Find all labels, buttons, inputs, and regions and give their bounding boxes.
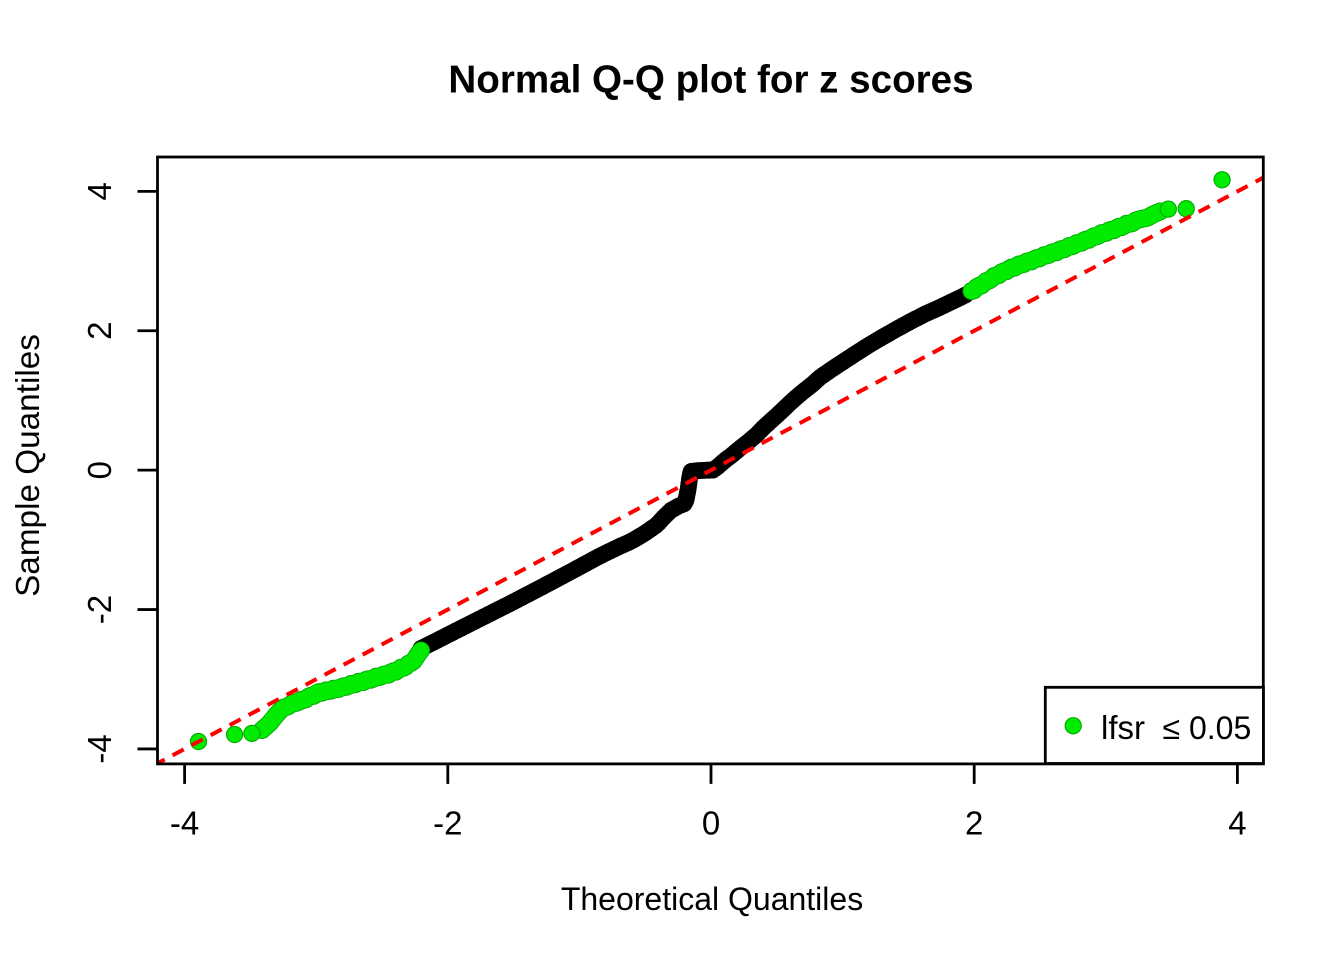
svg-text:4: 4 (81, 182, 118, 200)
svg-text:4: 4 (1228, 805, 1246, 842)
svg-text:≤ 0.05: ≤ 0.05 (1163, 710, 1252, 746)
svg-text:-2: -2 (433, 805, 462, 842)
svg-text:-4: -4 (170, 805, 199, 842)
svg-text:Normal Q-Q plot for z scores: Normal Q-Q plot for z scores (448, 59, 973, 102)
svg-text:0: 0 (81, 461, 118, 479)
svg-text:Sample Quantiles: Sample Quantiles (10, 334, 47, 597)
svg-text:lfsr: lfsr (1101, 709, 1145, 746)
svg-text:0: 0 (702, 805, 720, 842)
svg-text:Theoretical Quantiles: Theoretical Quantiles (561, 881, 863, 917)
svg-text:2: 2 (965, 805, 983, 842)
svg-text:-4: -4 (81, 734, 118, 763)
svg-text:2: 2 (81, 322, 118, 340)
svg-text:-2: -2 (81, 595, 118, 624)
